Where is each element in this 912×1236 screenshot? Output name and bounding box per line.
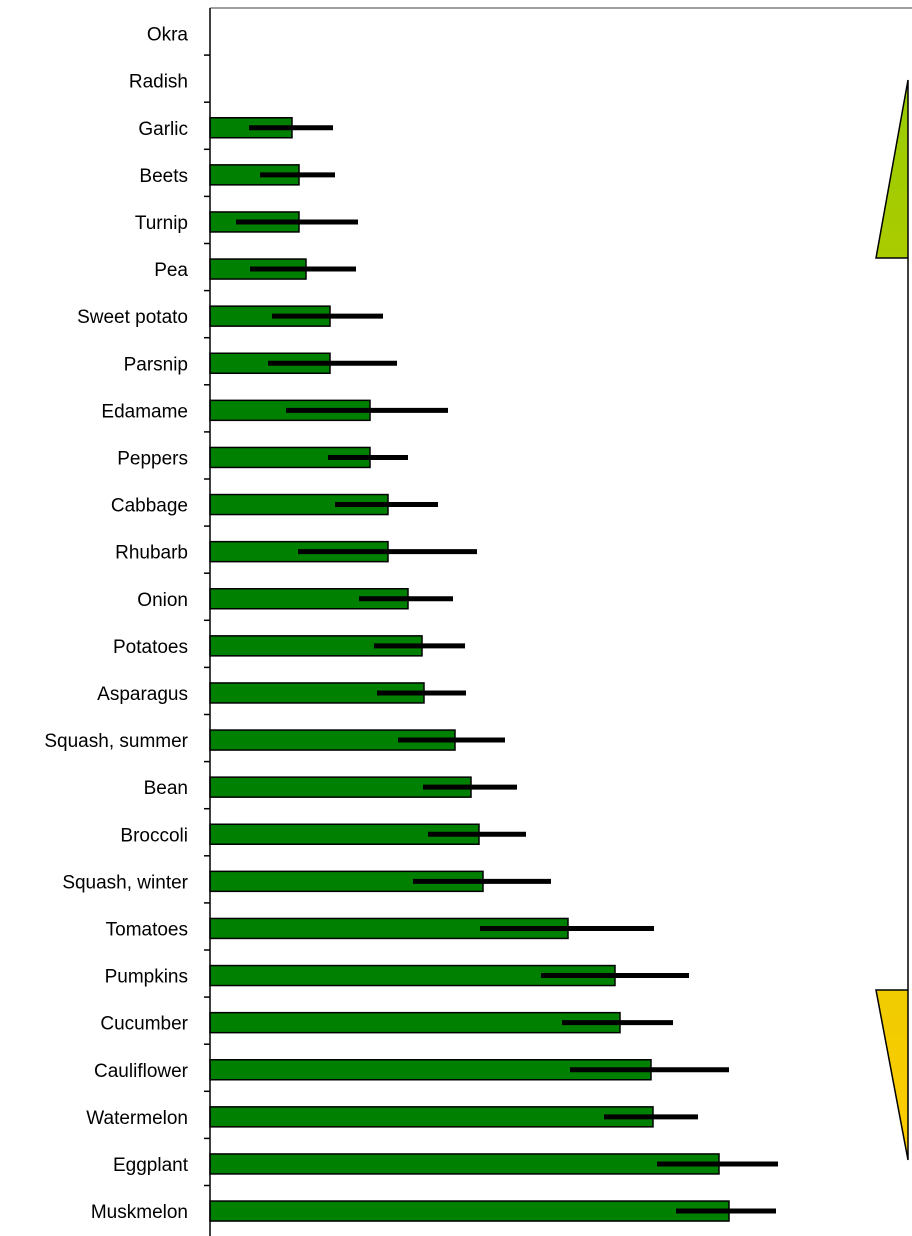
category-label-radish: Radish [129,72,188,93]
bar-muskmelon [209,1200,730,1222]
category-label-rhubarb: Rhubarb [115,543,188,564]
double-arrow-shape [875,79,909,1161]
category-axis [204,8,211,1236]
category-label-pea: Pea [154,260,188,281]
category-label-watermelon: Watermelon [86,1108,188,1129]
category-label-onion: Onion [137,590,188,611]
category-label-potatoes: Potatoes [113,637,188,658]
category-label-parsnip: Parsnip [124,354,188,375]
category-label-bean: Bean [144,778,188,799]
category-label-tomatoes: Tomatoes [106,919,188,940]
category-label-turnip: Turnip [135,213,188,234]
category-label-cauliflower: Cauliflower [94,1061,189,1082]
bar-watermelon [209,1106,654,1128]
category-label-sweet-potato: Sweet potato [77,307,188,328]
category-labels: Okra Radish Garlic Beets Turnip Pea Sweet pota… [44,25,188,1224]
category-label-muskmelon: Muskmelon [91,1202,188,1223]
category-label-garlic: Garlic [138,119,188,140]
category-label-broccoli: Broccoli [120,825,188,846]
category-label-pumpkins: Pumpkins [105,967,188,988]
category-label-cucumber: Cucumber [100,1014,188,1035]
category-label-peppers: Peppers [117,448,188,469]
bar-eggplant [209,1153,720,1175]
category-label-okra: Okra [147,25,189,46]
error-bars-layer [236,125,778,1214]
category-label-squash-winter: Squash, winter [62,872,188,893]
category-label-eggplant: Eggplant [113,1155,189,1176]
category-label-squash-summer: Squash, summer [44,731,188,752]
category-label-asparagus: Asparagus [97,684,188,705]
bars-layer [209,117,730,1222]
category-label-cabbage: Cabbage [111,496,188,517]
category-label-edamame: Edamame [101,401,188,422]
category-label-beets: Beets [139,166,188,187]
bar-cucumber [209,1011,621,1034]
